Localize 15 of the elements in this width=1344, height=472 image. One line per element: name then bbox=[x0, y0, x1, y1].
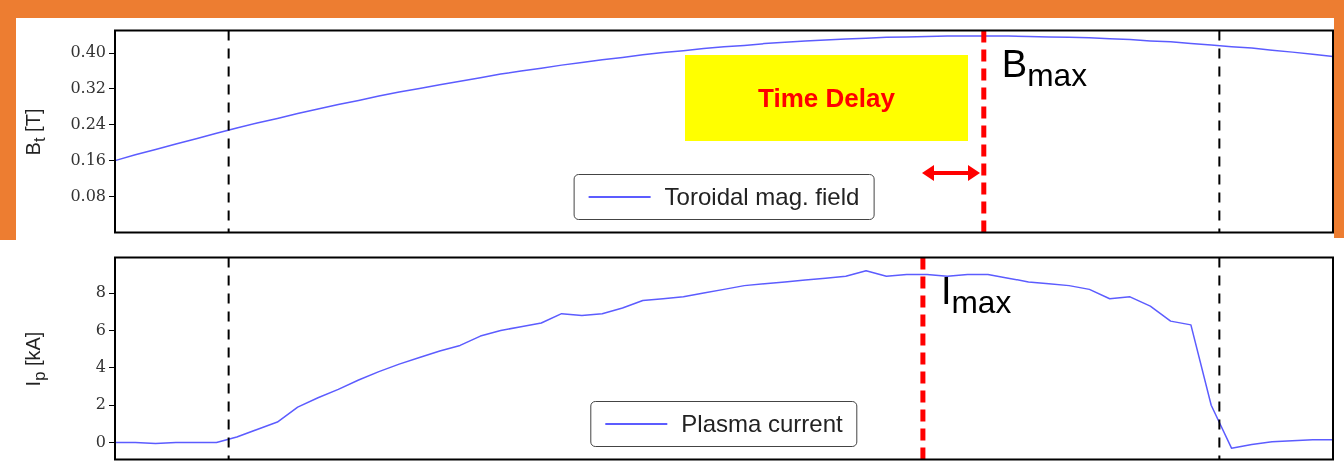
y-tick-label: 0 bbox=[95, 431, 106, 451]
annotation: I$_{max}$ bbox=[940, 269, 1012, 320]
y-tick-label: 4 bbox=[95, 357, 106, 376]
y-tick-label: 6 bbox=[95, 319, 106, 339]
y-tick-label: 0.16 bbox=[70, 149, 106, 169]
y-tick-label: 0.24 bbox=[70, 113, 106, 133]
annotation: B$_{max}$ bbox=[1001, 42, 1087, 93]
y-tick-label: 0.32 bbox=[70, 78, 106, 98]
legend-label: Toroidal mag. field bbox=[664, 183, 860, 212]
y-tick-label: 0.40 bbox=[70, 42, 106, 62]
y-tick-label: 2 bbox=[95, 394, 106, 414]
y-tick-label: 8 bbox=[95, 282, 106, 302]
y-tick-label: 0.08 bbox=[70, 185, 106, 205]
legend-label: Plasma current bbox=[681, 410, 843, 439]
annotation: Time Delay bbox=[758, 82, 895, 114]
